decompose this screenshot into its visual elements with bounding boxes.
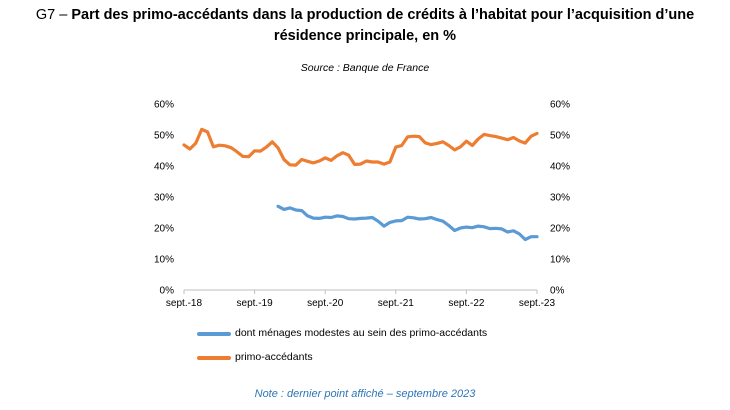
legend-swatch-primo <box>197 356 231 360</box>
chart-source: Source : Banque de France <box>300 62 430 74</box>
legend-swatch-modestes <box>197 332 231 336</box>
x-tick-label: sept.-23 <box>519 298 556 309</box>
chart-title-prefix: G7 – <box>35 7 72 23</box>
y-tick-label-left: 30% <box>154 193 174 204</box>
y-tick-label-right: 0% <box>550 286 565 297</box>
chart-title: G7 – Part des primo-accédants dans la pr… <box>10 5 720 47</box>
chart-note: Note : dernier point affiché – septembre… <box>254 388 476 400</box>
x-tick-label: sept.-22 <box>448 298 485 309</box>
y-tick-label-left: 10% <box>154 255 174 266</box>
series-line-modestes <box>276 204 539 242</box>
y-tick-label-left: 0% <box>160 286 175 297</box>
y-tick-label-right: 30% <box>550 193 570 204</box>
y-tick-label-right: 50% <box>550 131 570 142</box>
y-tick-label-right: 60% <box>550 100 570 111</box>
x-tick-label: sept.-19 <box>237 298 274 309</box>
legend-label-primo: primo-accédants <box>235 351 313 363</box>
y-tick-label-left: 50% <box>154 131 174 142</box>
legend-label-modestes: dont ménages modestes au sein des primo-… <box>235 327 488 339</box>
y-tick-label-left: 60% <box>154 100 174 111</box>
x-tick-label: sept.-20 <box>307 298 344 309</box>
series-line-primo-accedants <box>182 127 539 167</box>
y-tick-label-left: 40% <box>154 162 174 173</box>
x-tick-label: sept.-18 <box>166 298 203 309</box>
y-tick-label-left: 20% <box>154 224 174 235</box>
chart-title-main: Part des primo-accédants dans la product… <box>71 7 695 44</box>
y-tick-label-right: 10% <box>550 255 570 266</box>
y-tick-label-right: 40% <box>550 162 570 173</box>
y-tick-label-right: 20% <box>550 224 570 235</box>
x-tick-label: sept.-21 <box>378 298 415 309</box>
